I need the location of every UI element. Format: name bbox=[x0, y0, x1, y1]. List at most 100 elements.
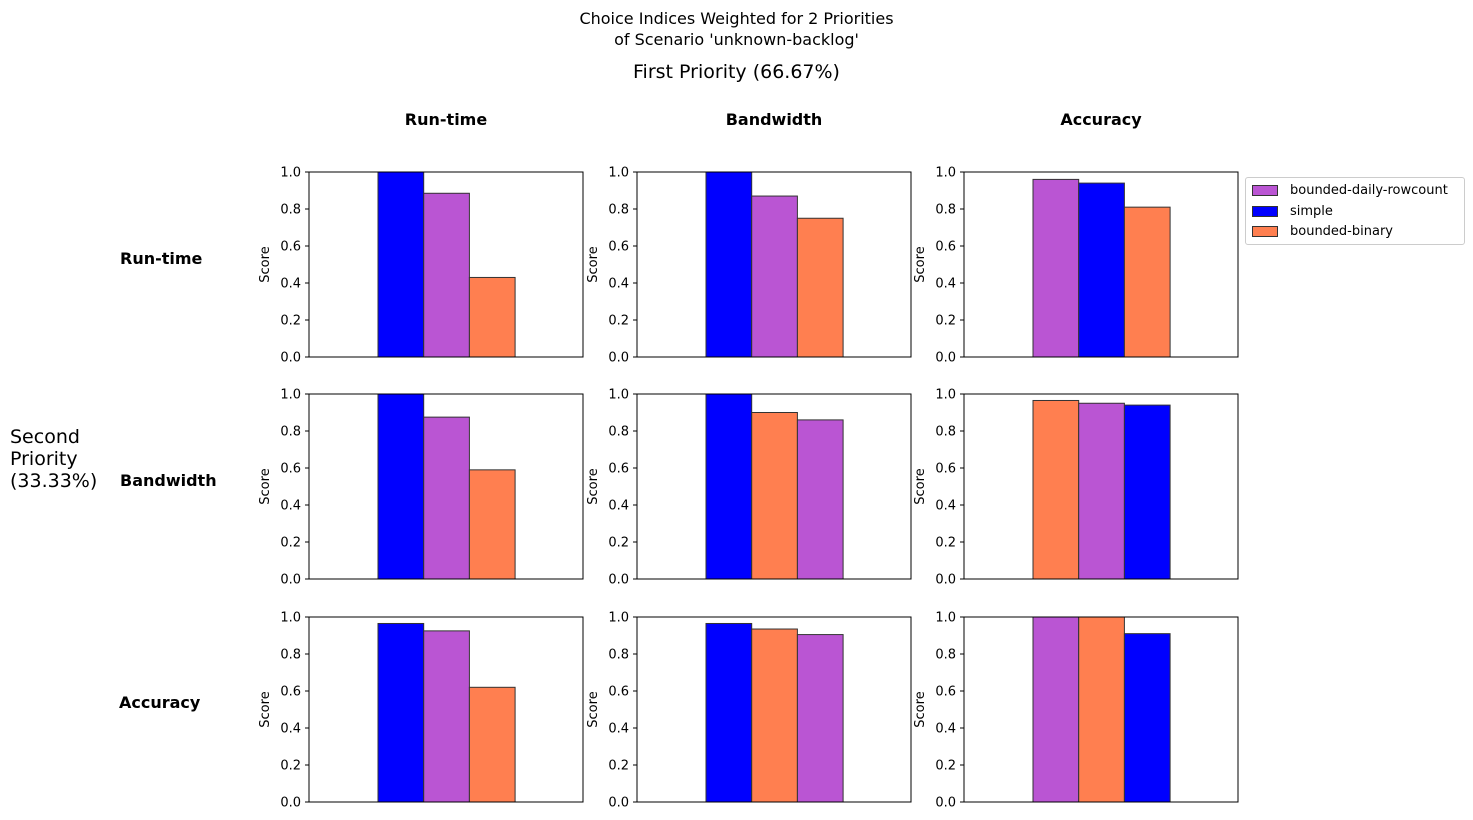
y-axis-label-bandwidth-run-time: Score bbox=[258, 468, 273, 504]
y-tick-label-bandwidth-run-time: 1.0 bbox=[280, 388, 301, 403]
y-tick-label-run-time-run-time: 0.6 bbox=[280, 240, 301, 255]
axes-frame-accuracy-accuracy bbox=[963, 616, 1239, 803]
row-header-run-time: Run-time bbox=[120, 249, 203, 268]
figure-title-line-2: of Scenario 'unknown-backlog' bbox=[614, 30, 859, 49]
bar-accuracy-accuracy-simple bbox=[1123, 633, 1171, 803]
first-priority-label: First Priority (66.67%) bbox=[633, 61, 840, 83]
y-tick-label-run-time-bandwidth: 0.8 bbox=[608, 203, 629, 218]
y-tick-label-bandwidth-bandwidth: 0.0 bbox=[608, 573, 629, 588]
y-tick-label-bandwidth-accuracy: 0.4 bbox=[935, 499, 956, 514]
bar-bandwidth-bandwidth-simple bbox=[705, 393, 753, 580]
legend-entry-simple: simple bbox=[1252, 203, 1333, 221]
y-tick-label-run-time-accuracy: 0.8 bbox=[935, 203, 956, 218]
y-tick-label-run-time-bandwidth: 0.2 bbox=[608, 314, 629, 329]
bar-accuracy-accuracy-bounded-daily-rowcount bbox=[1032, 616, 1080, 803]
legend-swatch-simple bbox=[1252, 206, 1278, 217]
bar-run-time-run-time-simple bbox=[377, 171, 425, 358]
y-tick-label-run-time-accuracy: 1.0 bbox=[935, 166, 956, 181]
y-tick-label-accuracy-bandwidth: 0.8 bbox=[608, 648, 629, 663]
y-tick-label-accuracy-bandwidth: 1.0 bbox=[608, 611, 629, 626]
bar-bandwidth-run-time-bounded-binary bbox=[468, 469, 516, 580]
bar-run-time-run-time-bounded-daily-rowcount bbox=[423, 192, 470, 358]
y-tick-label-run-time-run-time: 0.2 bbox=[280, 314, 301, 329]
y-tick-label-run-time-bandwidth: 1.0 bbox=[608, 166, 629, 181]
y-tick-label-run-time-bandwidth: 0.4 bbox=[608, 277, 629, 292]
bar-accuracy-bandwidth-simple bbox=[705, 622, 753, 803]
axes-frame-bandwidth-run-time bbox=[308, 393, 584, 580]
y-tick-label-bandwidth-run-time: 0.2 bbox=[280, 536, 301, 551]
legend: bounded-daily-rowcount simple bounded-bi… bbox=[1245, 177, 1465, 245]
y-tick-label-run-time-run-time: 0.8 bbox=[280, 203, 301, 218]
axes-frame-bandwidth-accuracy bbox=[963, 393, 1239, 580]
y-tick-label-accuracy-accuracy: 0.8 bbox=[935, 648, 956, 663]
y-tick-label-bandwidth-run-time: 0.0 bbox=[280, 573, 301, 588]
axes-frame-run-time-accuracy bbox=[963, 171, 1239, 358]
y-tick-label-run-time-bandwidth: 0.0 bbox=[608, 351, 629, 366]
bar-run-time-bandwidth-bounded-daily-rowcount bbox=[751, 195, 798, 358]
y-tick-label-accuracy-run-time: 0.0 bbox=[280, 796, 301, 811]
bar-run-time-run-time-bounded-binary bbox=[468, 276, 516, 358]
row-header-bandwidth: Bandwidth bbox=[120, 471, 217, 490]
bar-bandwidth-accuracy-bounded-daily-rowcount bbox=[1078, 402, 1125, 580]
bar-bandwidth-accuracy-simple bbox=[1123, 404, 1171, 580]
bar-bandwidth-bandwidth-bounded-binary bbox=[751, 412, 798, 580]
second-priority-label: Second Priority (33.33%) bbox=[10, 426, 98, 492]
y-tick-label-bandwidth-accuracy: 1.0 bbox=[935, 388, 956, 403]
y-tick-label-accuracy-accuracy: 0.4 bbox=[935, 722, 956, 737]
y-tick-label-bandwidth-run-time: 0.6 bbox=[280, 462, 301, 477]
bar-accuracy-bandwidth-bounded-daily-rowcount bbox=[796, 634, 844, 803]
y-tick-label-accuracy-run-time: 1.0 bbox=[280, 611, 301, 626]
y-tick-label-accuracy-bandwidth: 0.0 bbox=[608, 796, 629, 811]
y-tick-label-bandwidth-bandwidth: 0.2 bbox=[608, 536, 629, 551]
y-tick-label-bandwidth-bandwidth: 0.8 bbox=[608, 425, 629, 440]
y-tick-label-accuracy-accuracy: 0.2 bbox=[935, 759, 956, 774]
axes-frame-run-time-run-time bbox=[308, 171, 584, 358]
y-tick-label-run-time-accuracy: 0.6 bbox=[935, 240, 956, 255]
y-axis-label-run-time-accuracy: Score bbox=[913, 246, 928, 282]
y-tick-label-accuracy-run-time: 0.4 bbox=[280, 722, 301, 737]
y-tick-label-bandwidth-accuracy: 0.2 bbox=[935, 536, 956, 551]
y-tick-label-bandwidth-bandwidth: 0.6 bbox=[608, 462, 629, 477]
bar-run-time-bandwidth-bounded-binary bbox=[796, 217, 844, 358]
y-tick-label-accuracy-bandwidth: 0.4 bbox=[608, 722, 629, 737]
y-tick-label-accuracy-run-time: 0.6 bbox=[280, 685, 301, 700]
bar-accuracy-accuracy-bounded-binary bbox=[1078, 616, 1125, 803]
y-tick-label-accuracy-bandwidth: 0.2 bbox=[608, 759, 629, 774]
figure-title-line-1: Choice Indices Weighted for 2 Priorities bbox=[579, 9, 894, 28]
column-header-run-time: Run-time bbox=[404, 110, 488, 129]
bar-accuracy-run-time-simple bbox=[377, 622, 425, 803]
legend-swatch-bounded-daily-rowcount bbox=[1252, 185, 1278, 196]
bar-bandwidth-accuracy-bounded-binary bbox=[1032, 399, 1080, 580]
bar-accuracy-run-time-bounded-daily-rowcount bbox=[423, 630, 470, 803]
legend-entry-bounded-daily-rowcount: bounded-daily-rowcount bbox=[1252, 182, 1448, 200]
bar-run-time-bandwidth-simple bbox=[705, 171, 753, 358]
legend-label-bounded-binary: bounded-binary bbox=[1290, 224, 1393, 239]
bar-accuracy-run-time-bounded-binary bbox=[468, 686, 516, 803]
row-header-accuracy: Accuracy bbox=[119, 693, 201, 712]
y-axis-label-accuracy-bandwidth: Score bbox=[586, 691, 601, 727]
legend-label-bounded-daily-rowcount: bounded-daily-rowcount bbox=[1290, 183, 1448, 198]
y-tick-label-accuracy-accuracy: 1.0 bbox=[935, 611, 956, 626]
legend-label-simple: simple bbox=[1290, 204, 1333, 219]
legend-entry-bounded-binary: bounded-binary bbox=[1252, 223, 1393, 241]
y-tick-label-bandwidth-accuracy: 0.0 bbox=[935, 573, 956, 588]
y-tick-label-accuracy-run-time: 0.8 bbox=[280, 648, 301, 663]
y-tick-label-run-time-bandwidth: 0.6 bbox=[608, 240, 629, 255]
y-axis-label-run-time-bandwidth: Score bbox=[586, 246, 601, 282]
bar-bandwidth-bandwidth-bounded-daily-rowcount bbox=[796, 419, 844, 580]
y-tick-label-run-time-run-time: 1.0 bbox=[280, 166, 301, 181]
y-tick-label-bandwidth-run-time: 0.4 bbox=[280, 499, 301, 514]
bar-accuracy-bandwidth-bounded-binary bbox=[751, 628, 798, 803]
y-tick-label-accuracy-accuracy: 0.0 bbox=[935, 796, 956, 811]
y-tick-label-bandwidth-accuracy: 0.6 bbox=[935, 462, 956, 477]
y-tick-label-run-time-run-time: 0.0 bbox=[280, 351, 301, 366]
y-axis-label-bandwidth-bandwidth: Score bbox=[586, 468, 601, 504]
y-tick-label-accuracy-run-time: 0.2 bbox=[280, 759, 301, 774]
y-tick-label-accuracy-accuracy: 0.6 bbox=[935, 685, 956, 700]
y-axis-label-bandwidth-accuracy: Score bbox=[913, 468, 928, 504]
column-header-accuracy: Accuracy bbox=[1060, 110, 1142, 129]
bar-run-time-accuracy-bounded-binary bbox=[1123, 206, 1171, 358]
axes-frame-accuracy-run-time bbox=[308, 616, 584, 803]
y-axis-label-accuracy-accuracy: Score bbox=[913, 691, 928, 727]
